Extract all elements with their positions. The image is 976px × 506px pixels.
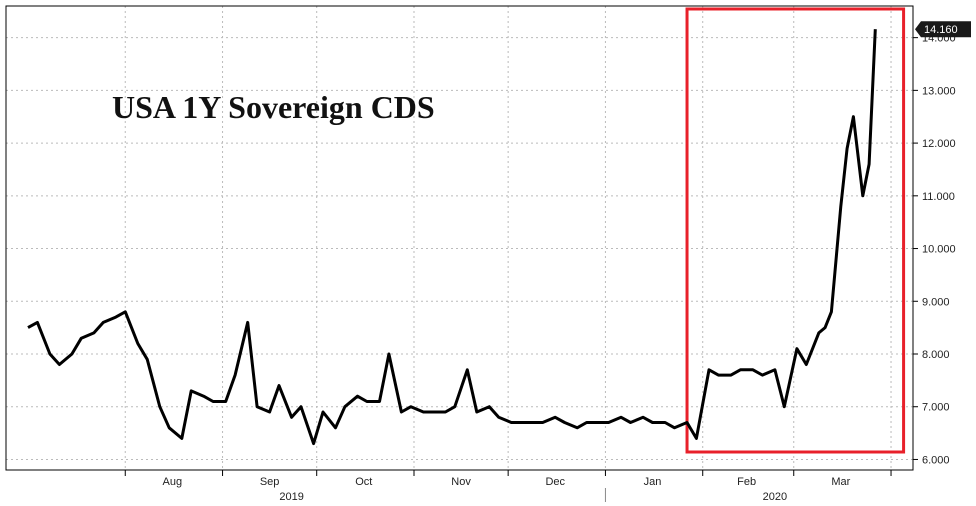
y-tick-label: 8.000 [922, 349, 950, 361]
last-value-flag-bg [915, 21, 971, 38]
x-tick-label: Mar [831, 476, 850, 488]
x-year-label: 2020 [763, 491, 787, 503]
y-tick-label: 7.000 [922, 402, 950, 414]
y-tick-label: 6.000 [922, 454, 950, 466]
y-tick-label: 13.000 [922, 85, 956, 97]
y-tick-label: 12.000 [922, 138, 956, 150]
x-tick-label: Oct [355, 476, 372, 488]
x-tick-label: Aug [163, 476, 183, 488]
x-axis: Aug Sep Oct Nov Dec Jan Feb Mar 2019 2020 [124, 470, 892, 503]
x-year-label: 2019 [279, 491, 303, 503]
y-tick-label: 10.000 [922, 244, 956, 256]
x-tick-label: Feb [737, 476, 756, 488]
x-tick-label: Jan [644, 476, 662, 488]
highlight-box [685, 7, 906, 454]
last-value-flag: 14.160 [915, 21, 971, 38]
x-tick-label: Sep [260, 476, 280, 488]
chart-title: USA 1Y Sovereign CDS [112, 89, 435, 125]
gridlines [6, 6, 913, 470]
y-tick-label: 11.000 [922, 191, 955, 203]
y-tick-label: 9.000 [922, 296, 950, 308]
last-value-label: 14.160 [924, 24, 958, 36]
x-tick-label: Dec [545, 476, 565, 488]
x-tick-label: Nov [451, 476, 471, 488]
plot-frame [5, 5, 914, 471]
series-line [27, 29, 877, 446]
y-axis: 6.000 7.000 8.000 9.000 10.000 11.000 12.000 13… [912, 6, 956, 470]
